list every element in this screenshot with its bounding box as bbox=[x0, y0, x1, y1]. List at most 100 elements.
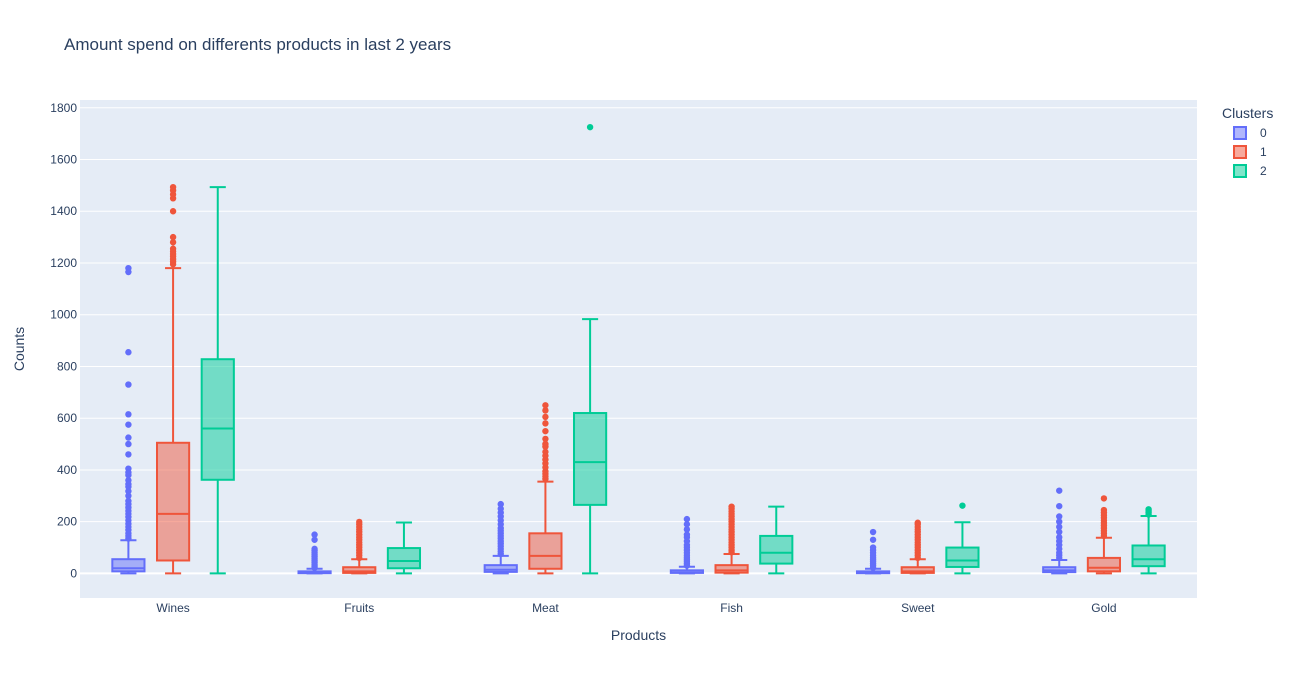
box-iqr bbox=[1086, 556, 1122, 573]
plot-area[interactable] bbox=[80, 100, 1197, 598]
x-tick-label: Meat bbox=[532, 601, 559, 615]
outlier-point bbox=[542, 402, 549, 409]
box-meat-cluster-2 bbox=[573, 123, 608, 575]
outlier-point bbox=[683, 531, 691, 538]
outlier-point bbox=[169, 183, 177, 191]
outlier-point bbox=[125, 381, 132, 388]
legend-item-cluster-1: 1 bbox=[1233, 145, 1267, 159]
outlier-point bbox=[125, 477, 132, 484]
outlier-point bbox=[959, 502, 966, 509]
outlier-point bbox=[869, 536, 877, 543]
outlier-point bbox=[125, 497, 132, 505]
outlier-point bbox=[542, 420, 549, 427]
box-gold-cluster-2 bbox=[1131, 506, 1166, 575]
outlier-point bbox=[1056, 528, 1063, 536]
box-fruits-cluster-2 bbox=[386, 521, 422, 575]
box-iqr bbox=[200, 358, 235, 481]
x-tick-labels: Wines Fruits Meat Fish Sweet Gold bbox=[156, 601, 1116, 615]
outlier-point bbox=[542, 435, 549, 443]
box-iqr bbox=[714, 564, 749, 574]
outlier-point bbox=[169, 245, 177, 252]
outlier-point bbox=[125, 451, 132, 458]
legend-label: 0 bbox=[1260, 126, 1267, 140]
outlier-point bbox=[1145, 506, 1152, 513]
outlier-point bbox=[125, 411, 132, 418]
outlier-point bbox=[683, 521, 691, 528]
box-meat-cluster-1 bbox=[528, 402, 563, 575]
y-tick-label: 0 bbox=[70, 566, 77, 580]
outlier-point bbox=[169, 239, 177, 246]
outlier-point bbox=[1056, 523, 1063, 531]
box-wines-cluster-1 bbox=[155, 183, 191, 575]
x-axis-label: Products bbox=[611, 627, 666, 643]
outlier-point bbox=[542, 427, 549, 435]
x-tick-label: Wines bbox=[156, 601, 189, 615]
outlier-point bbox=[542, 407, 549, 414]
box-iqr bbox=[759, 534, 794, 565]
box-iqr bbox=[386, 547, 422, 570]
outlier-point bbox=[1100, 506, 1108, 514]
box-fish-cluster-2 bbox=[759, 505, 794, 575]
outlier-point bbox=[914, 519, 921, 526]
legend-item-cluster-0: 0 bbox=[1233, 126, 1267, 140]
outlier-point bbox=[683, 526, 691, 533]
outlier-point bbox=[1056, 513, 1063, 520]
outlier-point bbox=[125, 465, 132, 472]
box-meat-cluster-0 bbox=[483, 500, 518, 575]
box-iqr bbox=[1131, 544, 1166, 568]
legend-label: 1 bbox=[1260, 145, 1267, 159]
box-iqr bbox=[111, 558, 146, 573]
legend: Clusters 0 1 2 bbox=[1222, 105, 1273, 178]
outlier-point bbox=[169, 208, 177, 215]
box-iqr bbox=[900, 566, 935, 574]
outlier-point bbox=[125, 264, 132, 272]
legend-swatch bbox=[1233, 164, 1247, 178]
box-sweet-cluster-2 bbox=[945, 502, 980, 575]
legend-swatch bbox=[1233, 145, 1247, 159]
outlier-point bbox=[869, 528, 877, 536]
outlier-point bbox=[542, 413, 549, 421]
y-tick-label: 200 bbox=[57, 515, 77, 529]
box-fruits-cluster-0 bbox=[297, 531, 332, 575]
box-iqr bbox=[483, 564, 518, 573]
box-wines-cluster-0 bbox=[111, 264, 146, 575]
box-iqr bbox=[155, 441, 191, 562]
y-tick-label: 600 bbox=[57, 411, 77, 425]
box-fruits-cluster-1 bbox=[342, 518, 377, 575]
outlier-point bbox=[1100, 495, 1108, 502]
box-fish-cluster-0 bbox=[669, 515, 704, 575]
y-tick-label: 800 bbox=[57, 359, 77, 373]
legend-swatch bbox=[1233, 126, 1247, 140]
outlier-point bbox=[683, 515, 691, 523]
legend-label: 2 bbox=[1260, 164, 1267, 178]
gridlines bbox=[80, 107, 1197, 575]
box-iqr bbox=[528, 532, 563, 570]
box-wines-cluster-2 bbox=[200, 186, 235, 575]
y-tick-label: 1400 bbox=[50, 204, 77, 218]
outlier-point bbox=[125, 487, 132, 495]
box-fish-cluster-1 bbox=[714, 503, 749, 575]
x-tick-label: Gold bbox=[1091, 601, 1116, 615]
outlier-point bbox=[728, 503, 735, 510]
box-sweet-cluster-0 bbox=[855, 528, 891, 575]
legend-title: Clusters bbox=[1222, 105, 1273, 121]
outlier-point bbox=[1056, 502, 1063, 510]
outlier-point bbox=[869, 544, 877, 551]
outlier-point bbox=[125, 434, 132, 441]
outlier-point bbox=[311, 536, 318, 543]
x-tick-label: Sweet bbox=[901, 601, 935, 615]
y-tick-label: 400 bbox=[57, 463, 77, 477]
legend-item-cluster-2: 2 bbox=[1233, 164, 1267, 178]
box-iqr bbox=[573, 412, 608, 506]
outlier-point bbox=[356, 518, 363, 526]
outlier-point bbox=[497, 505, 504, 512]
outlier-point bbox=[1056, 534, 1063, 541]
outlier-point bbox=[311, 531, 318, 538]
outlier-point bbox=[1056, 487, 1063, 494]
y-tick-label: 1000 bbox=[50, 308, 77, 322]
y-tick-label: 1200 bbox=[50, 256, 77, 270]
chart-title: Amount spend on differents products in l… bbox=[64, 35, 451, 54]
outlier-point bbox=[125, 492, 132, 500]
box-sweet-cluster-1 bbox=[900, 519, 935, 575]
